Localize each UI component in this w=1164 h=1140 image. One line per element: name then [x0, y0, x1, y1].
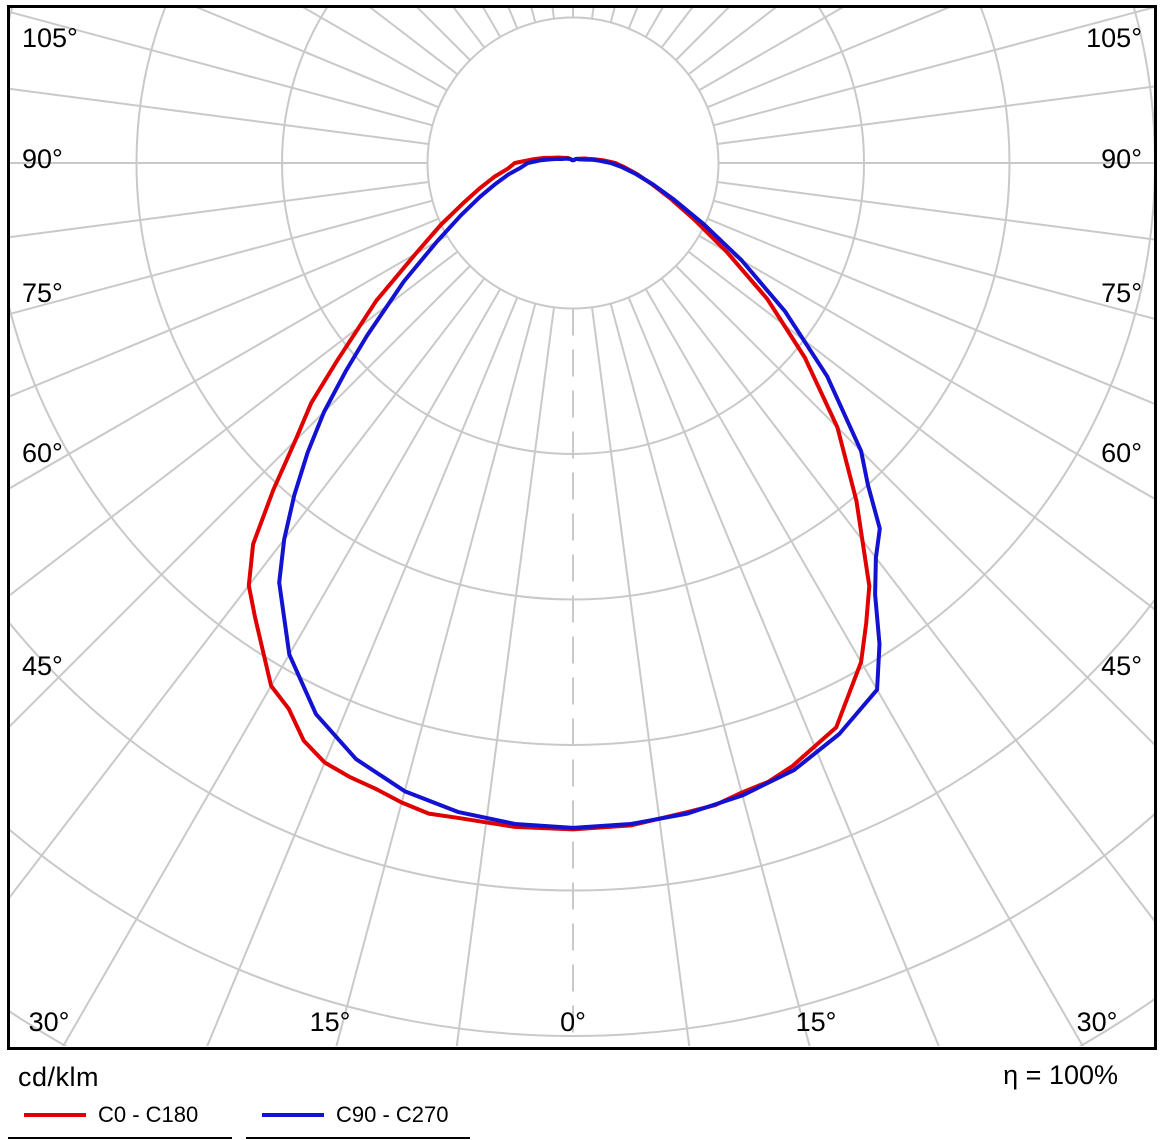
- legend: C0 - C180 C90 - C270: [8, 1102, 470, 1139]
- angle-label: 75°: [22, 278, 63, 308]
- legend-label-c0-c180: C0 - C180: [98, 1102, 199, 1127]
- angle-label: 60°: [1101, 438, 1142, 468]
- angle-labels: 105° 105° 90° 90° 75° 75° 60° 60° 45° 45° 30° 15° 0°…: [22, 23, 1142, 1037]
- legend-item-c0-c180: C0 - C180: [8, 1102, 232, 1139]
- angle-label: 45°: [1101, 651, 1142, 681]
- angle-label: 105°: [22, 23, 78, 53]
- polar-grid: [10, 8, 1154, 1046]
- legend-label-c90-c270: C90 - C270: [336, 1102, 449, 1127]
- angle-label: 90°: [1101, 144, 1142, 174]
- legend-swatch-blue: [262, 1113, 324, 1117]
- angle-label: 15°: [796, 1007, 837, 1037]
- angle-label: 75°: [1101, 278, 1142, 308]
- angle-label: 60°: [22, 438, 63, 468]
- polar-chart: 105° 105° 90° 90° 75° 75° 60° 60° 45° 45° 30° 15° 0°…: [7, 5, 1157, 1050]
- angle-label: 30°: [29, 1007, 70, 1037]
- legend-item-c90-c270: C90 - C270: [246, 1102, 470, 1139]
- angle-label: 0°: [560, 1007, 586, 1037]
- polar-svg: 105° 105° 90° 90° 75° 75° 60° 60° 45° 45° 30° 15° 0°…: [7, 5, 1157, 1050]
- angle-label: 30°: [1077, 1007, 1118, 1037]
- units-label: cd/klm: [18, 1062, 100, 1092]
- legend-swatch-red: [24, 1113, 86, 1117]
- chart-footer: cd/klm η = 100% C0 - C180 C90 - C270: [0, 1052, 1164, 1140]
- angle-label: 15°: [310, 1007, 351, 1037]
- angle-label: 45°: [22, 651, 63, 681]
- curve-c90-c270: [277, 156, 882, 830]
- chart-border: [7, 5, 1157, 1050]
- angle-label: 90°: [22, 144, 63, 174]
- angle-label: 105°: [1086, 23, 1142, 53]
- efficiency-label: η = 100%: [1003, 1060, 1118, 1090]
